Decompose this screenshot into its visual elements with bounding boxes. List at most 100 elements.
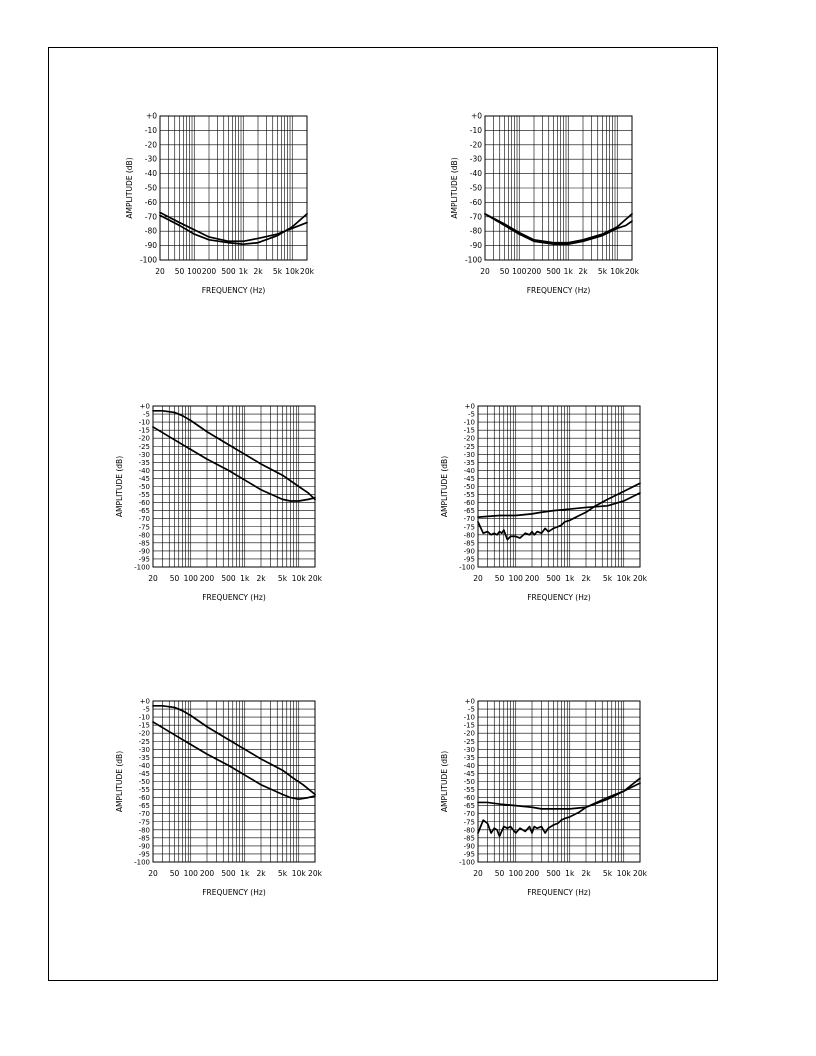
x-tick-label: 20k: [308, 869, 323, 878]
x-tick-label: 100: [187, 267, 202, 276]
y-tick-label: -15: [139, 722, 150, 730]
y-tick-label: +0: [146, 112, 157, 121]
y-tick-label: -45: [464, 770, 475, 778]
x-tick-label: 1k: [565, 574, 575, 583]
x-tick-label: 10k: [617, 574, 632, 583]
y-tick-label: -65: [464, 802, 475, 810]
y-tick-label: -25: [139, 443, 150, 451]
x-tick-label: 2k: [256, 574, 266, 583]
x-tick-label: 1k: [565, 869, 575, 878]
y-tick-label: -30: [139, 451, 150, 459]
y-axis-label: AMPLITUDE (dB): [125, 157, 134, 218]
y-tick-label: -55: [464, 786, 475, 794]
y-tick-label: -20: [464, 435, 475, 443]
y-axis-label: AMPLITUDE (dB): [440, 456, 449, 517]
page-frame: [48, 47, 718, 981]
plot-frame: [477, 405, 641, 568]
plot-frame: [477, 700, 641, 863]
y-tick-label: -35: [139, 459, 150, 467]
y-tick-label: -80: [145, 227, 157, 236]
x-axis-label: FREQUENCY (Hz): [527, 888, 591, 897]
x-tick-label: 20k: [300, 267, 315, 276]
y-tick-label: -100: [459, 859, 475, 867]
x-tick-label: 200: [525, 574, 540, 583]
y-tick-label: -65: [139, 802, 150, 810]
x-tick-label: 20: [148, 574, 158, 583]
x-tick-label: 500: [546, 869, 561, 878]
x-tick-label: 20: [480, 267, 490, 276]
y-tick-label: -20: [139, 730, 150, 738]
y-tick-label: -65: [464, 507, 475, 515]
y-tick-label: -15: [464, 722, 475, 730]
x-tick-label: 20: [473, 869, 483, 878]
y-tick-label: -100: [459, 564, 475, 572]
x-tick-label: 5k: [603, 869, 613, 878]
y-tick-label: -55: [139, 491, 150, 499]
x-tick-label: 2k: [578, 267, 588, 276]
series-line-1: [152, 409, 316, 501]
y-tick-label: -55: [139, 786, 150, 794]
y-tick-label: -95: [464, 850, 475, 858]
x-tick-label: 1k: [240, 869, 250, 878]
y-tick-label: -60: [139, 499, 150, 507]
x-tick-label: 500: [221, 267, 236, 276]
x-tick-label: 2k: [581, 574, 591, 583]
x-tick-label: 50: [495, 869, 505, 878]
y-tick-label: -75: [464, 818, 475, 826]
y-tick-label: +0: [140, 698, 150, 706]
series-line-2: [159, 213, 308, 246]
y-tick-label: -50: [464, 778, 475, 786]
y-tick-label: -100: [134, 859, 150, 867]
x-tick-label: 50: [500, 267, 510, 276]
x-tick-label: 20: [148, 869, 158, 878]
y-tick-label: -35: [139, 754, 150, 762]
y-tick-label: -70: [464, 515, 475, 523]
x-tick-label: 5k: [603, 574, 613, 583]
y-tick-label: -40: [470, 169, 482, 178]
y-tick-label: -65: [139, 507, 150, 515]
x-tick-label: 5k: [598, 267, 608, 276]
x-tick-label: 2k: [581, 869, 591, 878]
y-tick-label: -20: [464, 730, 475, 738]
y-tick-label: +0: [465, 403, 475, 411]
series-line-1: [484, 213, 633, 244]
y-tick-label: -75: [139, 818, 150, 826]
y-tick-label: -25: [464, 443, 475, 451]
y-tick-label: -80: [139, 531, 150, 539]
y-tick-label: -55: [464, 491, 475, 499]
series-line-2: [152, 721, 316, 801]
y-tick-label: -30: [145, 155, 157, 164]
y-tick-label: -40: [145, 169, 157, 178]
y-tick-label: -10: [470, 126, 482, 135]
y-tick-label: -75: [139, 523, 150, 531]
y-tick-label: -35: [464, 459, 475, 467]
y-tick-label: -25: [464, 738, 475, 746]
y-tick-label: -10: [139, 419, 150, 427]
x-tick-label: 20k: [633, 574, 648, 583]
x-axis-label: FREQUENCY (Hz): [527, 286, 591, 295]
x-axis-label: FREQUENCY (Hz): [202, 286, 266, 295]
plot-frame: [484, 115, 633, 261]
y-tick-label: -45: [139, 770, 150, 778]
y-tick-label: -15: [139, 427, 150, 435]
y-tick-label: -85: [139, 539, 150, 547]
y-tick-label: -30: [139, 746, 150, 754]
y-tick-label: -20: [139, 435, 150, 443]
y-tick-label: +0: [140, 403, 150, 411]
x-tick-label: 500: [221, 869, 236, 878]
y-tick-label: -30: [464, 746, 475, 754]
y-tick-label: -75: [464, 523, 475, 531]
y-tick-label: -95: [139, 850, 150, 858]
y-tick-label: -50: [470, 184, 482, 193]
series-line-1: [477, 492, 641, 518]
series-line-1: [152, 704, 316, 796]
y-tick-label: -90: [470, 241, 482, 250]
y-tick-label: -20: [470, 140, 482, 149]
y-tick-label: -70: [470, 212, 482, 221]
x-tick-label: 50: [170, 869, 180, 878]
plot-frame: [152, 700, 316, 863]
x-tick-label: 200: [200, 574, 215, 583]
y-tick-label: -100: [465, 256, 482, 265]
